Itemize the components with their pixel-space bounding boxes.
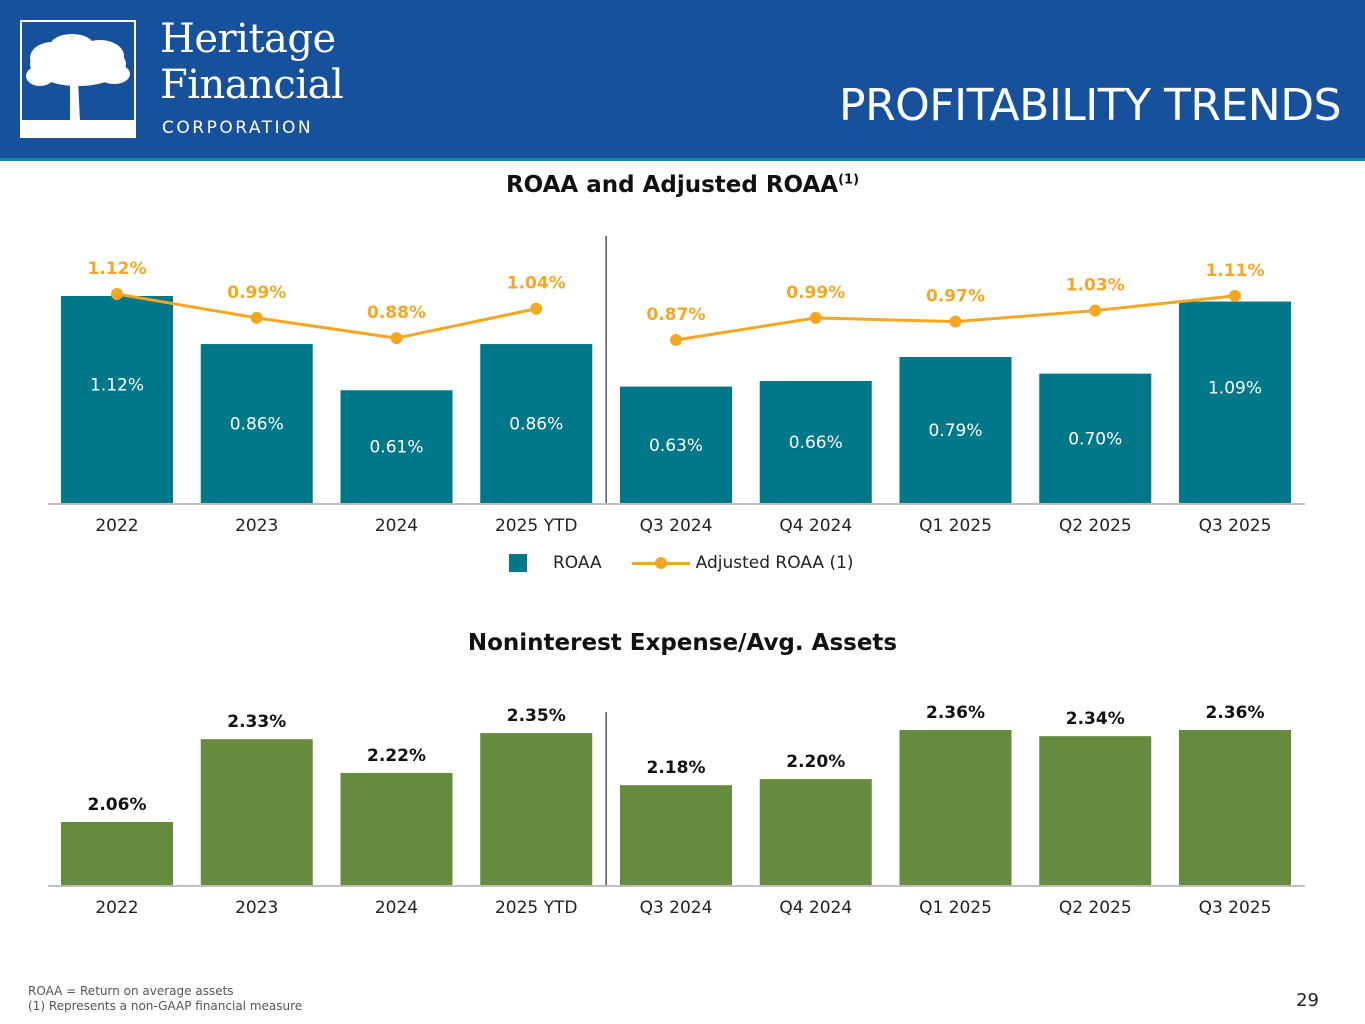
expense-x-tick-2025-ytd: 2025 YTD <box>495 898 578 918</box>
expense-bar-q4-2024 <box>759 779 872 885</box>
roaa-bar-label-q4-2024: 0.66% <box>789 433 843 453</box>
expense-x-tick-2024: 2024 <box>375 898 418 918</box>
adjusted-roaa-point-q3-2025 <box>1229 289 1241 302</box>
roaa-bar-2023 <box>200 344 313 503</box>
roaa-x-tick-q1-2025: Q1 2025 <box>919 516 992 536</box>
expense-bar-label-q3-2024: 2.18% <box>647 758 706 778</box>
expense-bar-label-q2-2025: 2.34% <box>1066 709 1125 729</box>
logo-wordmark: Heritage Financial <box>160 16 344 108</box>
roaa-legend-swatch <box>509 554 527 572</box>
roaa-bar-q4-2024 <box>759 381 872 503</box>
expense-bar-2025-ytd <box>480 733 593 885</box>
roaa-bar-label-q2-2025: 0.70% <box>1068 429 1122 449</box>
roaa-bar-label-q3-2025: 1.09% <box>1208 378 1262 398</box>
adjusted-roaa-label-q1-2025: 0.97% <box>926 287 985 307</box>
roaa-bar-2022 <box>61 296 173 503</box>
roaa-chart-title-text: ROAA and Adjusted ROAA <box>505 172 839 198</box>
footnote-roaa-definition: ROAA = Return on average assets <box>28 984 234 998</box>
roaa-bar-q2-2025 <box>1039 373 1152 503</box>
logo-subtitle: CORPORATION <box>162 118 314 138</box>
adjusted-roaa-label-q3-2025: 1.11% <box>1206 261 1265 281</box>
oak-tree-icon <box>20 20 136 138</box>
roaa-bar-label-2023: 0.86% <box>230 415 284 435</box>
adjusted-roaa-line-annual <box>116 292 537 340</box>
slide-header: Heritage Financial CORPORATION PROFITABI… <box>0 0 1365 161</box>
roaa-bar-2024 <box>340 390 453 503</box>
roaa-x-tick-q4-2024: Q4 2024 <box>779 516 852 536</box>
roaa-bar-q3-2025 <box>1179 301 1291 503</box>
expense-x-tick-2022: 2022 <box>95 898 138 918</box>
roaa-x-tick-q2-2025: Q2 2025 <box>1059 516 1132 536</box>
roaa-chart-title: ROAA and Adjusted ROAA(1) <box>0 172 1365 198</box>
expense-bar-label-q4-2024: 2.20% <box>786 752 845 772</box>
adjusted-roaa-point-2024 <box>390 332 403 345</box>
expense-x-tick-q1-2025: Q1 2025 <box>919 898 992 918</box>
footnotes: ROAA = Return on average assets (1) Repr… <box>28 984 302 1014</box>
expense-x-tick-2023: 2023 <box>235 898 278 918</box>
roaa-bar-label-2025-ytd: 0.86% <box>509 415 563 435</box>
expense-bar-q3-2024 <box>620 785 732 885</box>
logo-name-line2: Financial <box>160 62 344 108</box>
expense-bar-label-2023: 2.33% <box>227 712 286 732</box>
roaa-x-tick-q3-2025: Q3 2025 <box>1199 516 1272 536</box>
roaa-bar-label-q1-2025: 0.79% <box>928 421 982 441</box>
adjusted-roaa-point-2022 <box>111 288 123 300</box>
expense-chart-title: Noninterest Expense/Avg. Assets <box>467 630 898 656</box>
roaa-legend-label: ROAA <box>553 553 602 573</box>
adjusted-roaa-label-2024: 0.88% <box>367 303 426 323</box>
expense-bar-label-2024: 2.22% <box>367 746 426 766</box>
roaa-bar-label-2022: 1.12% <box>90 376 144 396</box>
roaa-bar-label-2024: 0.61% <box>369 438 423 458</box>
roaa-bar-2025-ytd <box>480 344 593 503</box>
roaa-x-tick-2025-ytd: 2025 YTD <box>495 516 578 536</box>
expense-x-tick-q2-2025: Q2 2025 <box>1059 898 1132 918</box>
adjusted-roaa-point-q1-2025 <box>949 315 962 328</box>
adjusted-roaa-point-2023 <box>250 311 263 324</box>
expense-bar-label-q1-2025: 2.36% <box>926 703 985 723</box>
adjusted-roaa-label-q4-2024: 0.99% <box>786 283 845 303</box>
adjusted-roaa-legend-marker <box>631 554 690 572</box>
expense-x-tick-q4-2024: Q4 2024 <box>779 898 852 918</box>
adjusted-roaa-label-2022: 1.12% <box>88 259 147 279</box>
adjusted-roaa-legend-label: Adjusted ROAA (1) <box>695 553 854 573</box>
expense-bar-q2-2025 <box>1039 736 1152 885</box>
page-title: PROFITABILITY TRENDS <box>839 80 1341 131</box>
adjusted-roaa-point-2025-ytd <box>530 302 543 315</box>
adjusted-roaa-label-2023: 0.99% <box>227 283 286 303</box>
roaa-x-tick-2023: 2023 <box>235 516 278 536</box>
expense-bar-2024 <box>340 772 453 885</box>
roaa-x-tick-2022: 2022 <box>95 516 138 536</box>
roaa-x-tick-2024: 2024 <box>375 516 418 536</box>
footnote-non-gaap: (1) Represents a non-GAAP financial meas… <box>28 999 303 1013</box>
expense-bar-2023 <box>200 739 313 885</box>
adjusted-roaa-label-q2-2025: 1.03% <box>1066 276 1125 296</box>
expense-bar-q1-2025 <box>899 730 1012 885</box>
expense-bar-label-2025-ytd: 2.35% <box>507 706 566 726</box>
adjusted-roaa-point-q2-2025 <box>1089 304 1102 317</box>
roaa-x-tick-q3-2024: Q3 2024 <box>640 516 713 536</box>
expense-x-tick-q3-2025: Q3 2025 <box>1199 898 1272 918</box>
expense-bar-label-2022: 2.06% <box>88 795 147 815</box>
expense-bar-2022 <box>61 822 173 885</box>
page-number: 29 <box>1296 990 1319 1011</box>
adjusted-roaa-label-2025-ytd: 1.04% <box>507 274 566 294</box>
roaa-bar-q3-2024 <box>620 386 732 503</box>
roaa-chart-title-superscript: (1) <box>838 172 860 188</box>
roaa-legend: ROAA Adjusted ROAA (1) <box>509 552 854 574</box>
expense-x-tick-q3-2024: Q3 2024 <box>640 898 713 918</box>
expense-bar-q3-2025 <box>1179 730 1291 885</box>
roaa-bar-label-q3-2024: 0.63% <box>649 436 703 456</box>
expense-bar-label-q3-2025: 2.36% <box>1206 703 1265 723</box>
adjusted-roaa-point-q3-2024 <box>670 334 682 346</box>
logo-name-line1: Heritage <box>160 16 336 62</box>
adjusted-roaa-label-q3-2024: 0.87% <box>647 305 706 325</box>
roaa-bar-q1-2025 <box>899 356 1012 503</box>
adjusted-roaa-point-q4-2024 <box>809 311 822 324</box>
